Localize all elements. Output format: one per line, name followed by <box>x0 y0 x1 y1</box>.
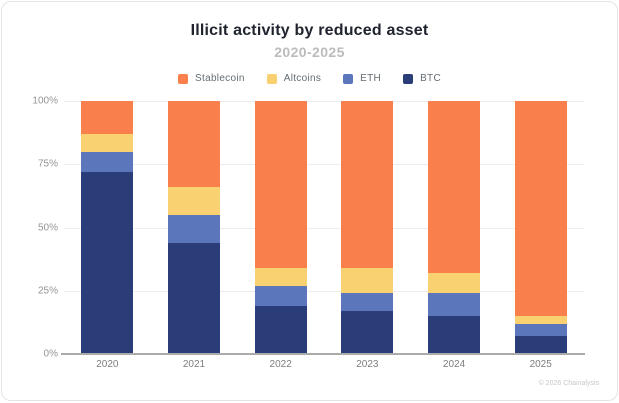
segment-2025-stablecoin <box>514 101 567 317</box>
segment-2025-btc <box>514 336 567 354</box>
legend-label: Stablecoin <box>195 73 245 84</box>
y-tick-label-100: 100% <box>32 95 58 107</box>
segment-2023-eth <box>341 293 394 311</box>
stacked-bar-2022 <box>254 101 307 354</box>
chart-subtitle: 2020-2025 <box>274 44 345 60</box>
gridline-25 <box>64 290 584 292</box>
legend-swatch-btc <box>403 73 414 84</box>
bar-slot-2025 <box>497 101 584 354</box>
bar-slot-2021 <box>151 101 238 354</box>
segment-2023-stablecoin <box>341 101 394 268</box>
bar-slot-2023 <box>324 101 411 354</box>
stacked-bar-2020 <box>81 101 134 354</box>
chart-legend: Stablecoin Altcoins ETH BTC <box>2 73 617 84</box>
segment-2021-btc <box>168 242 220 354</box>
x-tick-label-2024: 2024 <box>442 359 466 370</box>
chart-header: Illicit activity by reduced asset 2020-2… <box>2 2 617 84</box>
legend-label: ETH <box>360 73 382 84</box>
segment-2022-eth <box>254 285 307 306</box>
legend-swatch-altcoins <box>266 73 277 84</box>
stacked-bar-2025 <box>514 101 567 354</box>
segment-2022-stablecoin <box>254 101 307 268</box>
gridline-100 <box>64 101 584 102</box>
segment-2025-eth <box>514 323 567 337</box>
legend-item-altcoins: Altcoins <box>266 73 322 84</box>
bars-container <box>64 101 584 354</box>
segment-2022-altcoins <box>254 267 307 286</box>
segment-2022-btc <box>254 305 307 354</box>
legend-swatch-eth <box>343 73 354 84</box>
x-axis-line <box>61 353 585 355</box>
bar-slot-2022 <box>237 101 324 354</box>
legend-item-btc: BTC <box>403 73 441 84</box>
y-tick-label-25: 25% <box>37 285 58 297</box>
chart-title: Illicit activity by reduced asset <box>190 22 429 39</box>
segment-2021-stablecoin <box>168 101 220 188</box>
bar-slot-2024 <box>411 101 498 354</box>
x-tick-label-2025: 2025 <box>529 359 552 370</box>
x-tick-label-2022: 2022 <box>269 359 292 370</box>
copyright-note: © 2026 Chainalysis <box>538 380 599 387</box>
segment-2024-altcoins <box>428 273 481 294</box>
segment-2021-altcoins <box>168 187 220 215</box>
gridline-50 <box>64 227 584 229</box>
segment-2021-eth <box>168 214 220 243</box>
stacked-bar-2021 <box>168 101 220 354</box>
stacked-bar-2023 <box>341 101 394 354</box>
legend-swatch-stablecoin <box>178 73 189 84</box>
y-tick-label-0: 0% <box>43 348 58 360</box>
segment-2024-eth <box>428 293 481 317</box>
legend-item-eth: ETH <box>343 73 381 84</box>
bar-slot-2020 <box>64 101 151 354</box>
segment-2023-altcoins <box>341 267 394 294</box>
segment-2020-stablecoin <box>81 101 134 134</box>
segment-2023-btc <box>341 310 394 354</box>
segment-2024-btc <box>428 316 481 354</box>
segment-2024-stablecoin <box>428 101 481 274</box>
x-tick-label-2020: 2020 <box>96 359 119 370</box>
legend-label: Altcoins <box>283 73 322 84</box>
gridline-75 <box>64 164 584 166</box>
plot-area: 2020 2021 2022 2023 2024 2025 0% 25% 50% 75% 100% <box>32 96 585 370</box>
y-tick-label-75: 75% <box>37 158 58 170</box>
x-axis-labels: 2020 2021 2022 2023 2024 2025 <box>64 359 584 370</box>
segment-2025-altcoins <box>514 316 567 324</box>
legend-label: BTC <box>420 73 441 84</box>
segment-2020-btc <box>81 171 134 354</box>
stacked-bar-2024 <box>428 101 481 354</box>
y-tick-label-50: 50% <box>37 222 58 233</box>
segment-2020-eth <box>81 151 134 172</box>
x-tick-label-2021: 2021 <box>182 359 206 370</box>
segment-2020-altcoins <box>81 133 134 152</box>
x-tick-label-2023: 2023 <box>356 359 379 370</box>
legend-item-stablecoin: Stablecoin <box>178 73 245 84</box>
